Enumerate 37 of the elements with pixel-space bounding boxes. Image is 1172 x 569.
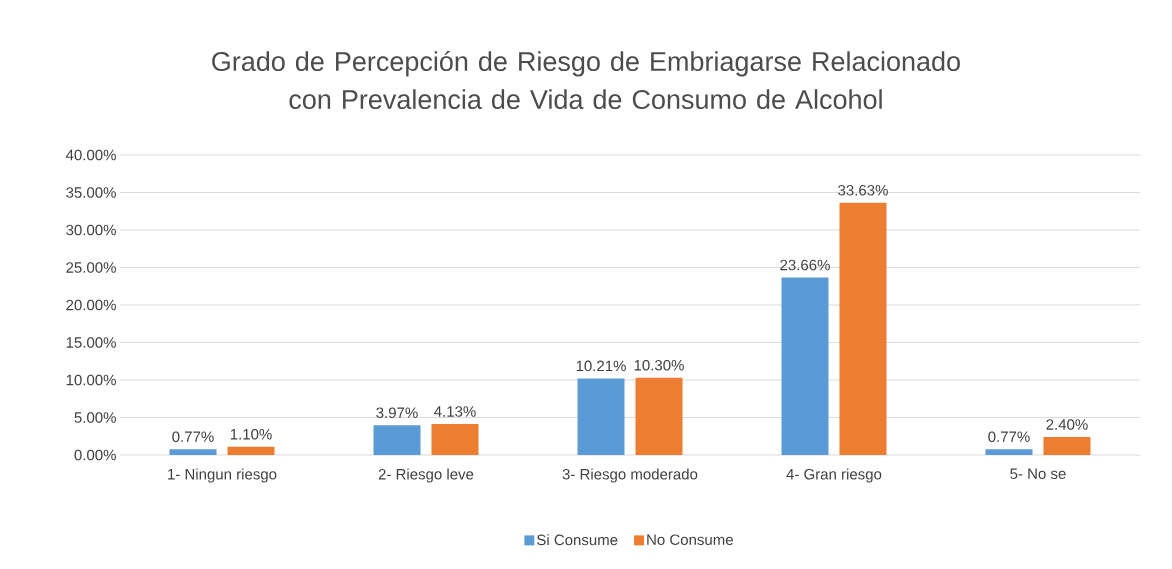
- bar: [1043, 436, 1091, 455]
- y-tick-label: 0.00%: [74, 449, 116, 461]
- data-label: 10.21%: [576, 360, 626, 372]
- x-tick-label: 5- No se: [1010, 468, 1066, 479]
- bar: [373, 425, 421, 455]
- x-tick-label: 3- Riesgo moderado: [562, 468, 698, 483]
- legend-label: Si Consume: [537, 534, 618, 546]
- bar: [781, 277, 829, 455]
- y-tick-label: 10.00%: [66, 374, 116, 386]
- x-tick-label: 2- Riesgo leve: [378, 468, 474, 483]
- bar: [577, 378, 625, 455]
- y-tick-label: 5.00%: [74, 412, 116, 423]
- bar: [169, 449, 217, 455]
- data-label: 0.77%: [988, 431, 1030, 443]
- data-label: 23.66%: [780, 259, 830, 271]
- y-tick-label: 30.00%: [66, 224, 116, 236]
- y-tick-label: 25.00%: [66, 262, 116, 273]
- x-tick-label: 4- Gran riesgo: [786, 468, 882, 483]
- data-label: 3.97%: [376, 407, 418, 419]
- bar: [985, 449, 1033, 455]
- chart-title: Grado de Percepción de Riesgo de Embriagarse Relacionado con Prevalencia de Vida de Consumo de Alcohol: [212, 50, 960, 110]
- data-label: 4.13%: [434, 406, 476, 417]
- y-tick-label: 40.00%: [65, 149, 116, 161]
- bar: [839, 202, 887, 455]
- bar: [227, 446, 275, 455]
- data-label: 1.10%: [230, 428, 272, 440]
- data-label: 2.40%: [1046, 419, 1088, 430]
- y-tick-label: 35.00%: [66, 187, 116, 198]
- x-tick-label: 1- Ningun riesgo: [168, 468, 277, 483]
- y-tick-label: 20.00%: [66, 299, 116, 311]
- data-label: 0.77%: [172, 431, 214, 443]
- data-label: 10.30%: [634, 359, 684, 371]
- data-label: 33.63%: [838, 184, 888, 196]
- legend-label: No Consume: [647, 534, 733, 546]
- bar: [635, 377, 683, 455]
- bar: [431, 424, 479, 455]
- y-tick-label: 15.00%: [66, 337, 116, 348]
